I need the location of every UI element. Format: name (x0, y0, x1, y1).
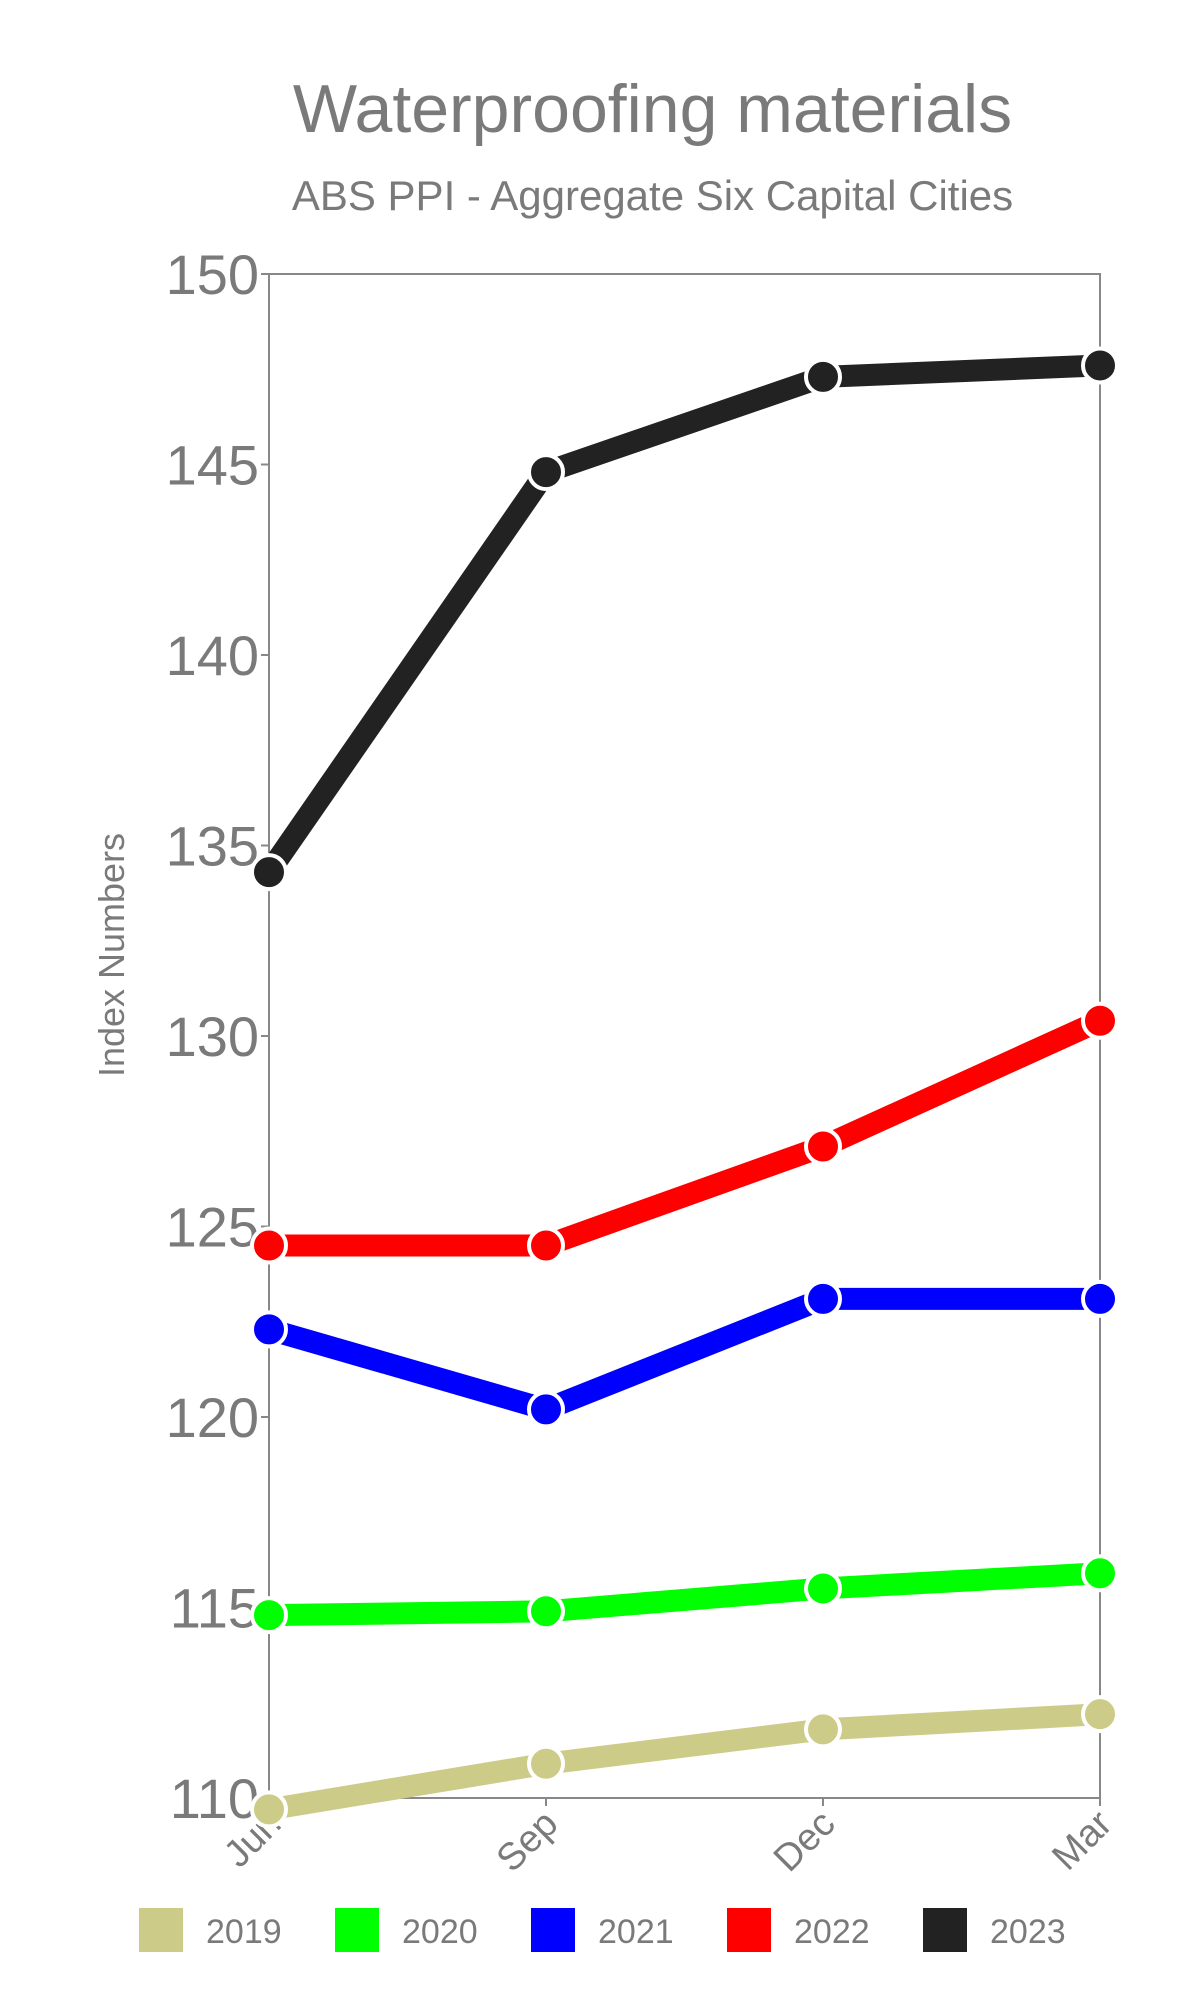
data-point-2022-Jun (250, 1226, 288, 1265)
y-tick-label: 130 (166, 1005, 259, 1068)
data-point-2023-Sep (527, 453, 565, 492)
data-point-2021-Mar (1081, 1279, 1119, 1318)
x-tick-label: Mar (1044, 1802, 1120, 1878)
legend-label-2023: 2023 (990, 1913, 1066, 1951)
y-axis-ticks: 110 115 120 125 130 135 140 145 150 (166, 243, 269, 1830)
chart-subtitle: ABS PPI - Aggregate Six Capital Cities (291, 172, 1014, 219)
x-axis-ticks: Jun Sep Dec Mar (216, 1798, 1121, 1881)
y-tick-label: 135 (166, 815, 259, 878)
data-point-2020-Mar (1081, 1554, 1119, 1593)
x-tick-label: Sep (489, 1803, 567, 1881)
data-point-2019-Mar (1081, 1695, 1119, 1734)
legend-swatch-2020 (335, 1908, 379, 1952)
series-lines (258, 354, 1111, 1821)
y-tick-label: 115 (170, 1577, 259, 1640)
legend: 2019 2020 2021 2022 2023 (139, 1908, 1066, 1952)
data-point-2022-Dec (804, 1127, 842, 1166)
y-tick-label: 150 (166, 243, 259, 306)
y-tick-label: 125 (166, 1196, 259, 1259)
y-tick-label: 120 (166, 1386, 259, 1449)
data-point-2021-Sep (527, 1390, 565, 1429)
legend-swatch-2023 (923, 1908, 967, 1952)
legend-swatch-2022 (727, 1908, 771, 1952)
data-point-2023-Dec (804, 357, 842, 396)
data-point-2019-Sep (527, 1744, 565, 1783)
data-point-2020-Dec (804, 1569, 842, 1608)
series-points (250, 346, 1119, 1829)
data-point-2019-Jun (250, 1790, 288, 1829)
data-point-2020-Sep (527, 1592, 565, 1631)
chart-title: Waterproofing materials (292, 71, 1013, 147)
legend-label-2020: 2020 (402, 1913, 478, 1951)
y-axis-label: Index Numbers (91, 833, 132, 1077)
series-line-2021 (258, 1287, 1111, 1421)
data-point-2021-Dec (804, 1279, 842, 1318)
data-point-2023-Jun (250, 853, 288, 892)
x-tick-label: Dec (766, 1803, 843, 1880)
data-point-2023-Mar (1081, 346, 1119, 385)
data-point-2019-Dec (804, 1710, 842, 1749)
series-line-2020 (258, 1562, 1111, 1627)
series-line-2023 (258, 354, 1111, 884)
legend-label-2019: 2019 (206, 1913, 282, 1951)
legend-swatch-2019 (139, 1908, 183, 1952)
legend-swatch-2021 (531, 1908, 575, 1952)
series-line-2022 (258, 1009, 1111, 1257)
legend-label-2022: 2022 (794, 1913, 870, 1951)
data-point-2022-Sep (527, 1226, 565, 1265)
legend-label-2021: 2021 (598, 1913, 674, 1951)
series-line-2019 (258, 1703, 1111, 1821)
y-tick-label: 145 (166, 434, 259, 497)
data-point-2022-Mar (1081, 1001, 1119, 1040)
data-point-2020-Jun (250, 1596, 288, 1635)
y-tick-label: 110 (170, 1767, 259, 1830)
data-point-2021-Jun (250, 1310, 288, 1349)
y-tick-label: 140 (166, 624, 259, 687)
